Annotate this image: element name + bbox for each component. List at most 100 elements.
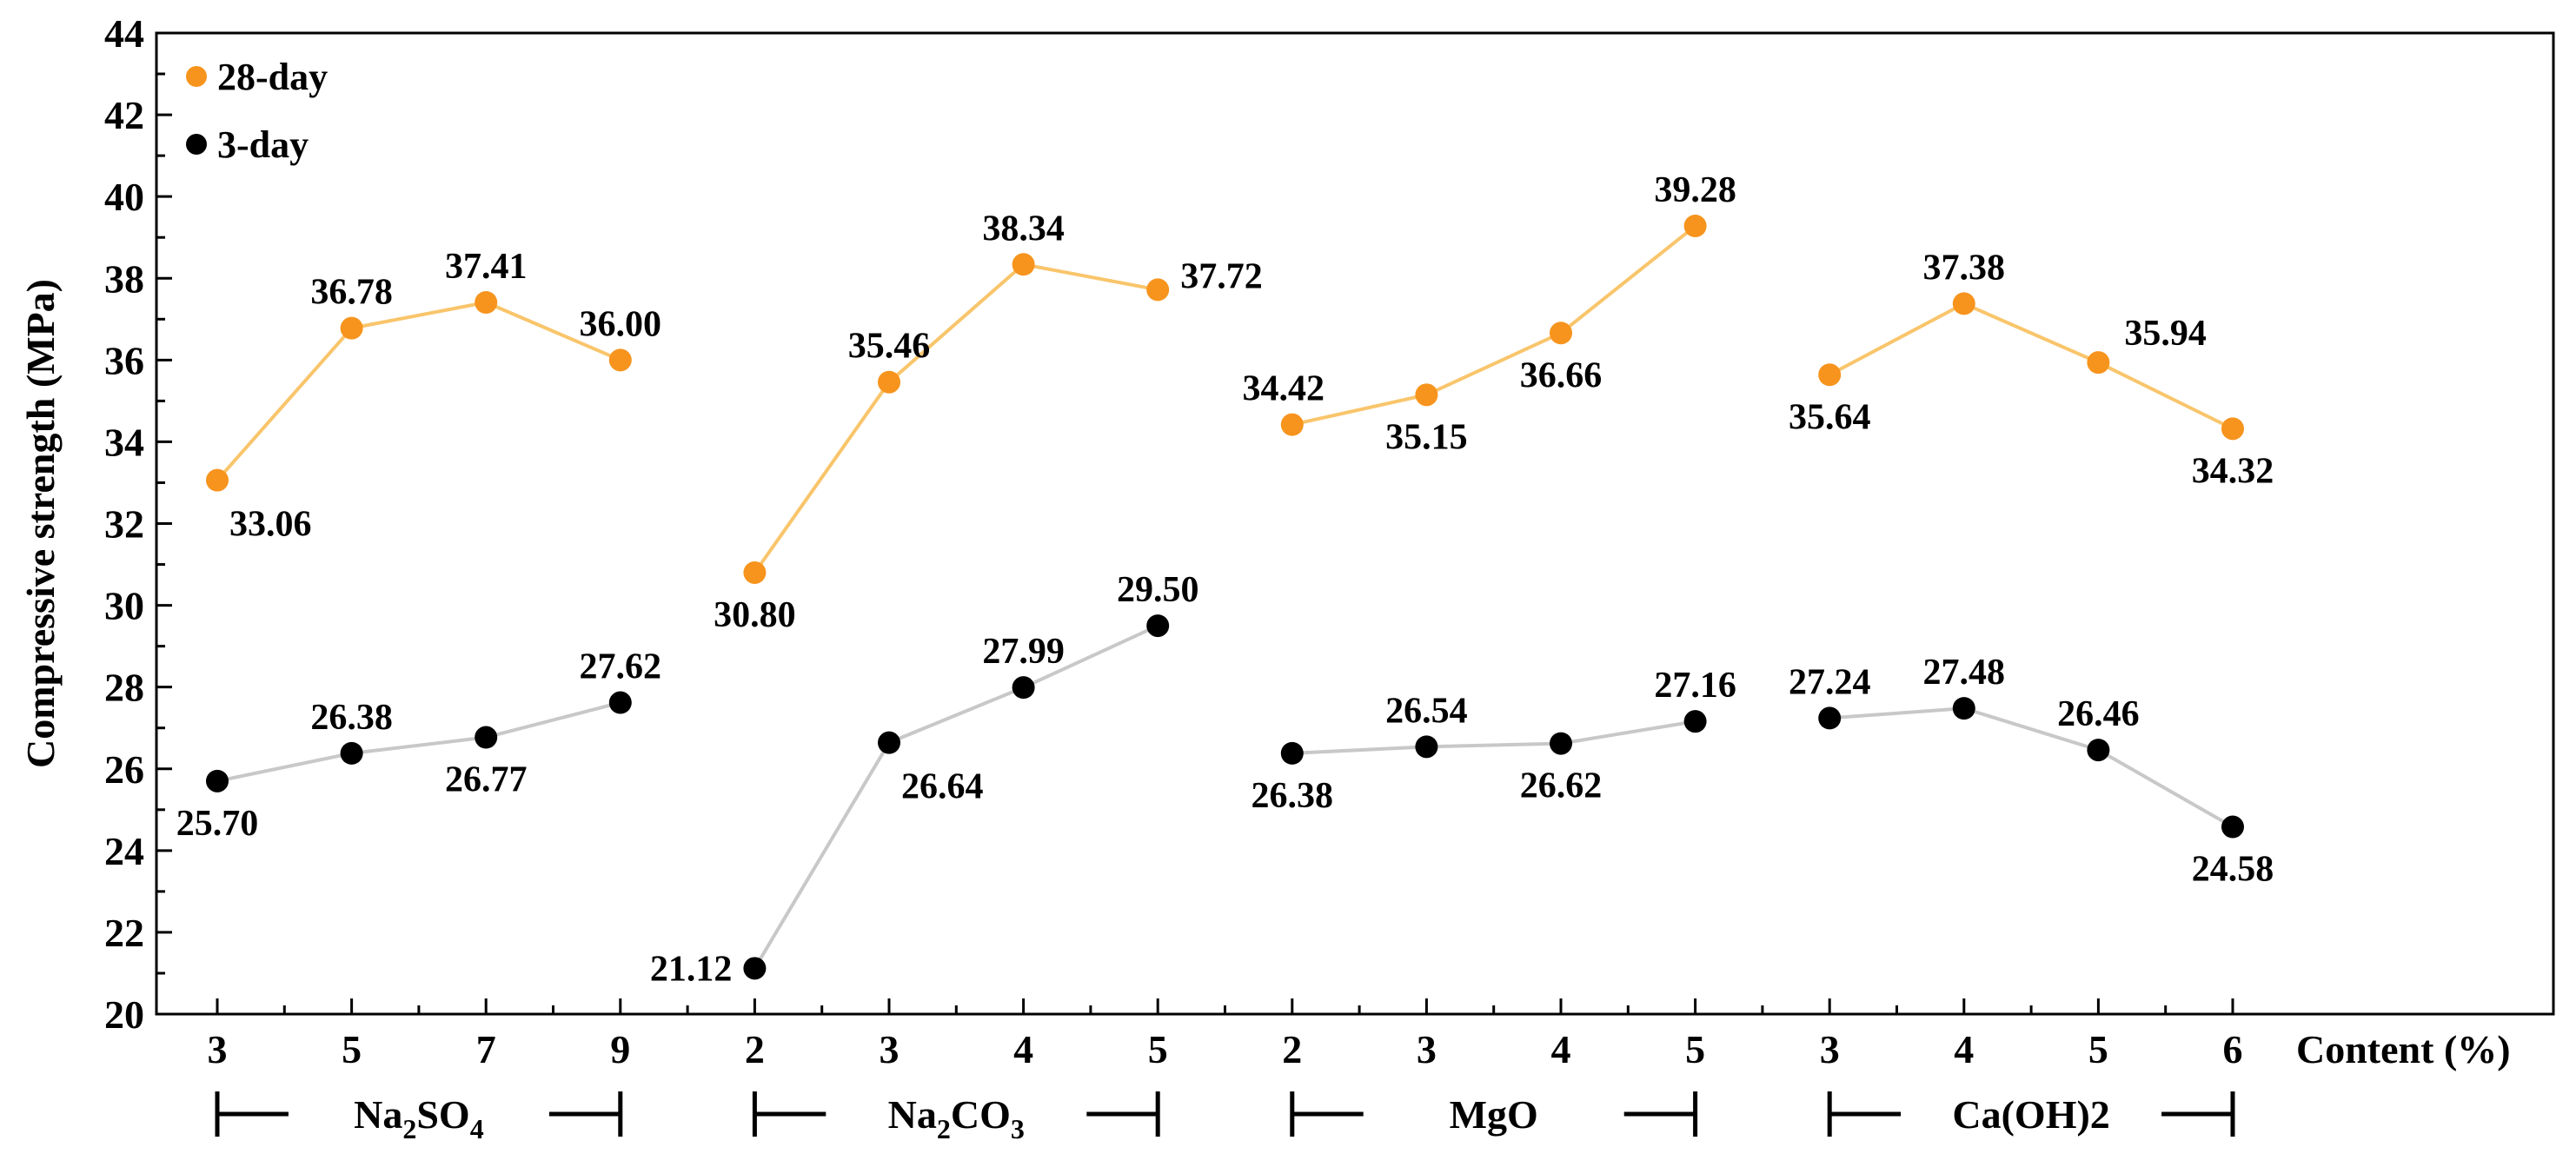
x-axis-title: Content (%) [2296,1027,2511,1071]
data-label-28-day: 37.72 [1180,256,1263,296]
data-label-3-day: 29.50 [1117,570,1199,610]
x-tick-label: 9 [610,1027,630,1071]
data-point-3-day [1683,710,1707,733]
data-label-28-day: 36.66 [1520,355,1603,395]
x-tick-label: 5 [342,1027,362,1071]
x-tick-label: 2 [745,1027,765,1071]
x-tick-label: 5 [1148,1027,1168,1071]
data-point-28-day [206,468,229,492]
x-tick-label: 4 [1013,1027,1033,1071]
group-label-part: Na [888,1092,937,1137]
data-point-3-day [1818,706,1842,730]
data-point-3-day [608,691,632,714]
data-label-3-day: 27.62 [580,647,662,687]
y-tick-label: 24 [104,829,144,873]
data-point-3-day [206,769,229,793]
data-point-28-day [1952,292,1975,315]
series-line-28-day-MgO [1291,224,1696,427]
group-label-part: 2 [2090,1092,2110,1137]
series-labels: 33.06 36.78 37.41 36.00 30.80 35.46 38.34 37.72… [176,170,2274,989]
group-label-part: Na [354,1092,402,1137]
x-tick-label: 4 [1954,1027,1974,1071]
data-point-3-day [878,731,900,754]
data-label-28-day: 33.06 [229,505,312,545]
data-point-28-day [1012,253,1035,276]
legend-label-3-day: 3-day [217,123,309,166]
series-line-3-day-Na2SO4 [216,700,621,783]
y-axis-title: Compressive strength (MPa) [18,279,63,768]
group-label-Ca(OH)2: Ca(OH)2 [1952,1092,2109,1137]
series-line-3-day-Ca(OH)2 [1829,706,2234,829]
group-label-part: 2 [402,1113,416,1144]
data-point-28-day [1818,363,1842,387]
data-point-3-day [340,741,363,765]
y-tick-label: 38 [104,256,144,301]
x-tick-label: 4 [1551,1027,1571,1071]
data-label-3-day: 27.16 [1654,666,1736,706]
data-label-28-day: 39.28 [1654,170,1736,210]
group-label-part: Ca(OH) [1952,1092,2089,1137]
y-tick-label: 28 [104,666,144,710]
data-label-28-day: 35.15 [1385,417,1468,457]
data-label-3-day: 24.58 [2192,850,2274,890]
group-label-part: 3 [1011,1113,1025,1144]
data-point-3-day [1952,697,1975,720]
data-label-3-day: 27.48 [1923,653,2006,693]
data-point-28-day [743,560,767,584]
data-point-3-day [1146,614,1170,638]
data-point-28-day [1280,413,1304,436]
data-point-3-day [2087,739,2110,762]
series-line-3-day-MgO [1291,720,1696,755]
x-tick-label: 3 [1417,1027,1437,1071]
series-line-28-day-Na2CO3 [753,262,1159,574]
data-label-28-day: 34.32 [2192,451,2274,491]
data-label-28-day: 36.78 [310,273,393,313]
y-tick-label: 26 [104,747,144,792]
legend-marker-28-day [186,66,207,87]
data-label-3-day: 26.46 [2057,694,2140,734]
data-point-28-day [340,316,363,340]
data-label-28-day: 36.00 [580,304,662,344]
y-tick-label: 22 [104,911,144,955]
data-point-3-day [2221,815,2244,839]
data-point-3-day [1012,676,1035,700]
y-ticks: 20 22 24 26 28 30 32 34 36 38 40 42 44 [104,11,172,1037]
series-line-28-day-Ca(OH)2 [1829,302,2234,431]
data-label-28-day: 35.46 [848,327,931,367]
series-lines [216,224,2234,970]
y-tick-label: 40 [104,175,144,219]
data-point-28-day [475,291,498,315]
x-tick-label: 3 [208,1027,228,1071]
y-tick-label: 20 [104,992,144,1037]
data-label-28-day: 37.38 [1923,248,2006,288]
x-tick-label: 5 [1685,1027,1705,1071]
series-line-3-day-Na2CO3 [753,624,1159,970]
data-label-3-day: 21.12 [650,949,733,989]
group-label-part: MgO [1450,1092,1538,1137]
data-point-3-day [475,726,498,749]
x-tick-label: 7 [476,1027,496,1071]
x-tick-label: 3 [1820,1027,1840,1071]
data-point-28-day [2087,351,2110,375]
y-tick-label: 34 [104,420,144,464]
x-tick-label: 5 [2088,1027,2108,1071]
data-label-28-day: 38.34 [982,209,1065,249]
group-label-MgO: MgO [1450,1092,1538,1137]
data-label-3-day: 26.62 [1520,766,1603,806]
data-label-3-day: 25.70 [176,804,259,844]
data-label-3-day: 26.38 [1251,776,1334,816]
data-label-28-day: 35.64 [1789,397,1871,437]
data-label-28-day: 37.41 [445,247,528,287]
data-point-28-day [878,370,900,394]
group-label-part: 4 [470,1113,484,1144]
data-point-28-day [1550,322,1572,345]
data-point-28-day [1683,215,1707,238]
group-label-Na2SO4: Na2SO4 [354,1092,484,1144]
y-tick-label: 42 [104,93,144,137]
data-label-28-day: 35.94 [2124,314,2207,354]
data-point-3-day [1415,735,1438,759]
data-point-3-day [1280,741,1304,765]
data-label-28-day: 34.42 [1243,369,1325,409]
group-label-part: 2 [937,1113,951,1144]
